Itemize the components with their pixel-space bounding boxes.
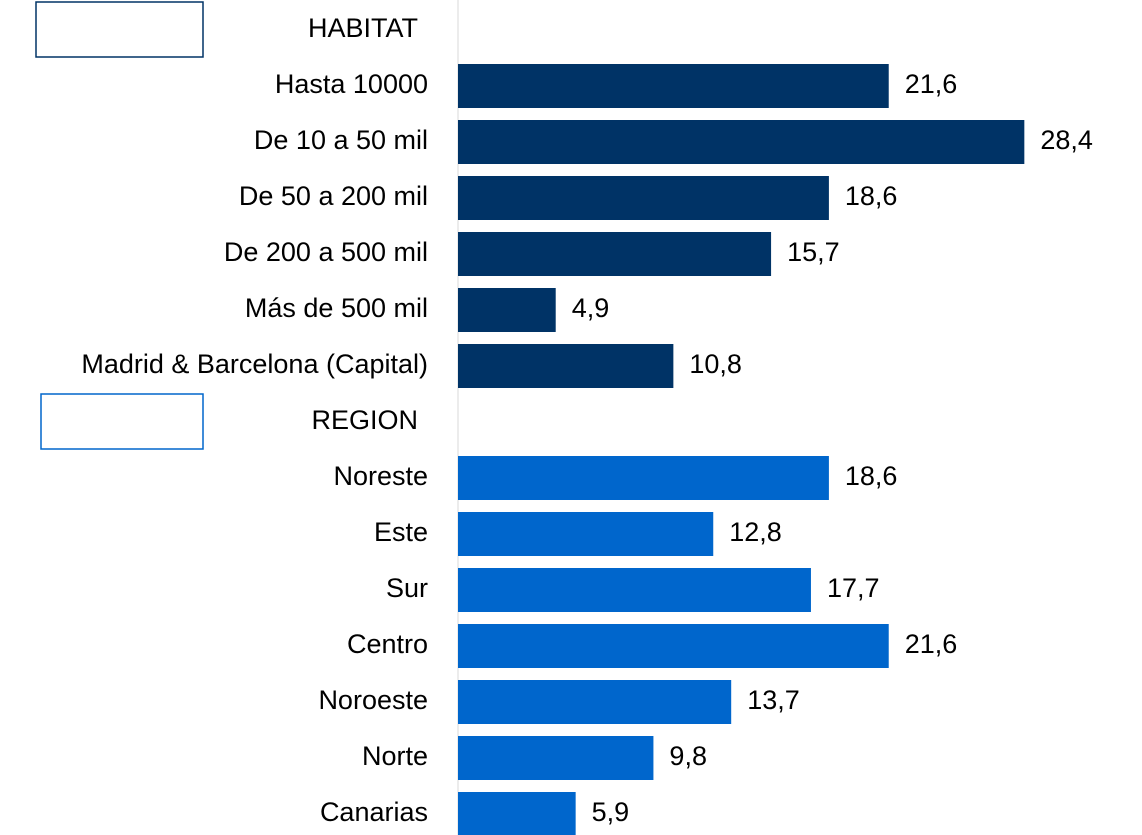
category-label: Madrid & Barcelona (Capital) <box>81 349 428 379</box>
data-label: 28,4 <box>1040 125 1093 155</box>
data-label: 5,9 <box>592 797 630 827</box>
data-label: 17,7 <box>827 573 880 603</box>
bar <box>458 288 556 332</box>
data-label: 15,7 <box>787 237 840 267</box>
data-label: 13,7 <box>747 685 800 715</box>
category-label: De 200 a 500 mil <box>224 237 428 267</box>
data-label: 18,6 <box>845 461 898 491</box>
category-label: Más de 500 mil <box>245 293 428 323</box>
bar <box>458 792 576 835</box>
bar <box>458 120 1025 164</box>
legend-label: REGION <box>311 405 418 435</box>
bar <box>458 680 732 724</box>
bar <box>458 344 674 388</box>
data-label: 21,6 <box>905 69 958 99</box>
category-label: Hasta 10000 <box>275 69 428 99</box>
data-label: 18,6 <box>845 181 898 211</box>
bar <box>458 568 811 612</box>
bar <box>458 736 654 780</box>
legend-key <box>35 1 204 58</box>
category-label: Centro <box>347 629 428 659</box>
legend-label: HABITAT <box>308 13 418 43</box>
bar <box>458 176 829 220</box>
category-label: Este <box>374 517 428 547</box>
bar <box>458 624 889 668</box>
legend-key <box>40 393 204 450</box>
category-label: Noreste <box>333 461 428 491</box>
category-label: Sur <box>386 573 428 603</box>
category-label: Noroeste <box>318 685 428 715</box>
category-label: Canarias <box>320 797 428 827</box>
data-label: 12,8 <box>729 517 782 547</box>
data-label: 10,8 <box>689 349 742 379</box>
category-label: Norte <box>362 741 428 771</box>
bar <box>458 512 714 556</box>
bar <box>458 232 772 276</box>
category-label: De 10 a 50 mil <box>254 125 428 155</box>
bar <box>458 456 829 500</box>
data-label: 9,8 <box>669 741 707 771</box>
data-label: 4,9 <box>572 293 610 323</box>
data-label: 21,6 <box>905 629 958 659</box>
category-label: De 50 a 200 mil <box>239 181 428 211</box>
bar <box>458 64 889 108</box>
